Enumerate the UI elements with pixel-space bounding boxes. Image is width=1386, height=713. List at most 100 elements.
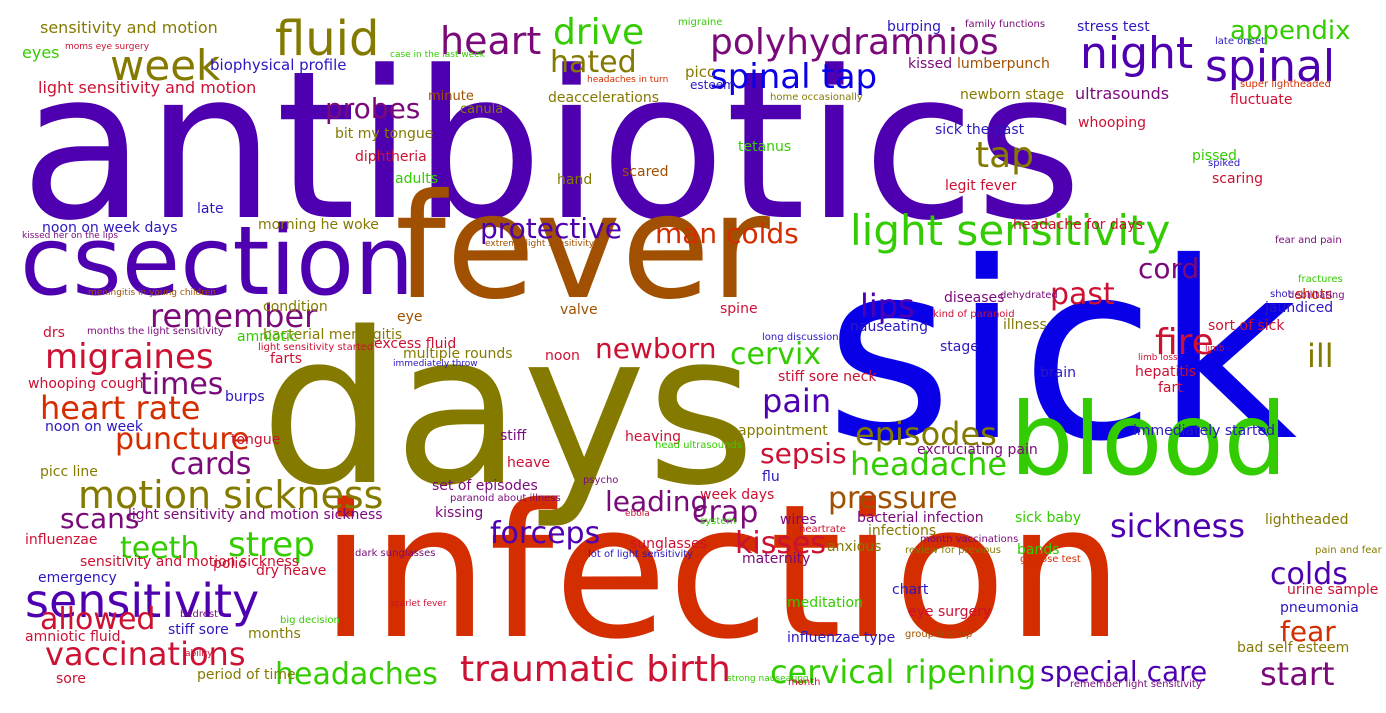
cloud-word: sensitivity <box>25 574 260 628</box>
cloud-word: influenzae <box>25 532 98 548</box>
cloud-word: past <box>1050 277 1115 312</box>
cloud-word: late <box>197 201 224 217</box>
cloud-word: ability <box>185 649 213 659</box>
cloud-word: heart rate <box>40 389 201 427</box>
cloud-word: pissed <box>1192 148 1237 164</box>
cloud-word: review for previous <box>905 545 1001 556</box>
cloud-word: multiple rounds <box>403 346 513 362</box>
cloud-word: pain <box>762 382 832 420</box>
cloud-word: fever <box>395 163 770 332</box>
cloud-word: man colds <box>655 217 799 250</box>
cloud-word: home occasionally <box>770 92 863 103</box>
cloud-word: excruciating pain <box>917 442 1038 458</box>
cloud-word: extreme light sensitivity <box>485 239 595 249</box>
cloud-word: traumatic birth <box>460 649 731 690</box>
cloud-word: migraines <box>45 337 214 377</box>
cloud-word: hepatitis <box>1135 364 1197 380</box>
cloud-word: fluid <box>275 11 380 67</box>
cloud-word: excess fluid <box>374 336 457 352</box>
cloud-word: antibiotics <box>20 28 1083 266</box>
cloud-word: brain <box>1040 365 1076 381</box>
cloud-word: moms eye surgery <box>65 42 150 52</box>
cloud-word: glucose test <box>1020 554 1081 565</box>
cloud-word: appendix <box>1230 16 1351 46</box>
cloud-word: sickness <box>1110 507 1245 545</box>
cloud-word: whooping cough <box>28 376 144 392</box>
cloud-word: period of time <box>197 667 296 683</box>
cloud-word: spinal <box>1205 41 1336 92</box>
cloud-word: start <box>1260 655 1335 693</box>
cloud-word: cervical ripening <box>770 653 1037 691</box>
cloud-word: spiked <box>1208 158 1241 169</box>
cloud-word: motion sickness <box>78 473 384 517</box>
cloud-word: forceps <box>490 516 601 551</box>
cloud-word: wires <box>780 512 817 528</box>
cloud-word: shot <box>1270 289 1292 300</box>
cloud-word: puncture <box>115 422 250 457</box>
cloud-word: eye surgery <box>908 604 992 620</box>
cloud-word: adults <box>395 171 439 187</box>
cloud-word: whooping <box>1078 115 1146 131</box>
cloud-word: polyhydramnios <box>710 22 999 63</box>
cloud-word: burping <box>887 19 942 35</box>
cloud-word: light sensitivity started <box>258 342 374 353</box>
cloud-word: cards <box>170 447 252 482</box>
cloud-word: sick the past <box>935 122 1025 138</box>
cloud-word: picc <box>685 63 716 81</box>
cloud-word: drs <box>43 325 65 341</box>
cloud-word: episodes <box>855 415 997 453</box>
cloud-word: set of episodes <box>432 478 538 494</box>
cloud-word: spinal tap <box>710 57 878 97</box>
cloud-word: debilitating <box>1288 290 1345 301</box>
cloud-word: lumberpunch <box>957 56 1050 72</box>
cloud-word: urine sample <box>1287 582 1379 598</box>
cloud-word: tongue <box>231 432 281 448</box>
cloud-word: amniotic fluid <box>25 629 121 645</box>
cloud-word: blood <box>1010 381 1288 498</box>
cloud-word: lightheaded <box>1265 512 1349 528</box>
cloud-word: sore <box>56 671 86 687</box>
cloud-word: nauseating <box>850 319 928 335</box>
cloud-word: diphtheria <box>355 149 427 165</box>
cloud-word: light sensitivity <box>850 206 1171 255</box>
cloud-word: farts <box>270 351 303 367</box>
cloud-word: newborn <box>595 332 717 365</box>
cloud-word: sepsis <box>760 437 847 470</box>
cloud-word: case in the last week <box>390 50 485 60</box>
cloud-word: long discussion <box>762 332 839 343</box>
cloud-word: sort of sick <box>1208 318 1285 334</box>
cloud-word: kisses <box>735 526 827 561</box>
cloud-word: newborn stage <box>960 87 1065 103</box>
cloud-word: pain and fear <box>1315 545 1382 556</box>
cloud-word: stiff <box>500 428 527 444</box>
cloud-word: maternity <box>742 551 811 567</box>
cloud-word: infections <box>868 523 937 539</box>
cloud-word: sunglasses <box>630 536 707 552</box>
cloud-word: lips <box>860 287 915 325</box>
cloud-word: group b strep <box>905 629 973 640</box>
cloud-word: diseases <box>944 290 1005 306</box>
cloud-word: appointment <box>738 423 828 439</box>
cloud-word: probes <box>325 92 421 125</box>
cloud-word: sensitivity and motion sickness <box>80 554 300 570</box>
cloud-word: illness <box>1003 317 1047 333</box>
cloud-word: leading <box>605 485 709 518</box>
cloud-word: fire <box>1155 322 1214 363</box>
cloud-word: lot of light sensitivity <box>588 549 694 560</box>
cloud-word: condition <box>263 299 328 315</box>
cloud-word: ultrasounds <box>1075 84 1170 103</box>
cloud-word: week days <box>700 487 775 503</box>
cloud-word: esteem <box>690 78 735 92</box>
cloud-word: scans <box>60 502 140 535</box>
cloud-word: heaving <box>625 429 681 445</box>
cloud-word: headaches in turn <box>587 75 669 85</box>
cloud-word: tap <box>975 135 1035 176</box>
cloud-word: crap <box>692 495 759 530</box>
cloud-word: amniotic <box>237 329 298 345</box>
cloud-word: headaches <box>275 657 438 692</box>
cloud-word: anxious <box>827 539 882 555</box>
cloud-word: burps <box>225 389 265 405</box>
cloud-word: protective <box>480 212 622 245</box>
cloud-word: system <box>700 516 737 527</box>
